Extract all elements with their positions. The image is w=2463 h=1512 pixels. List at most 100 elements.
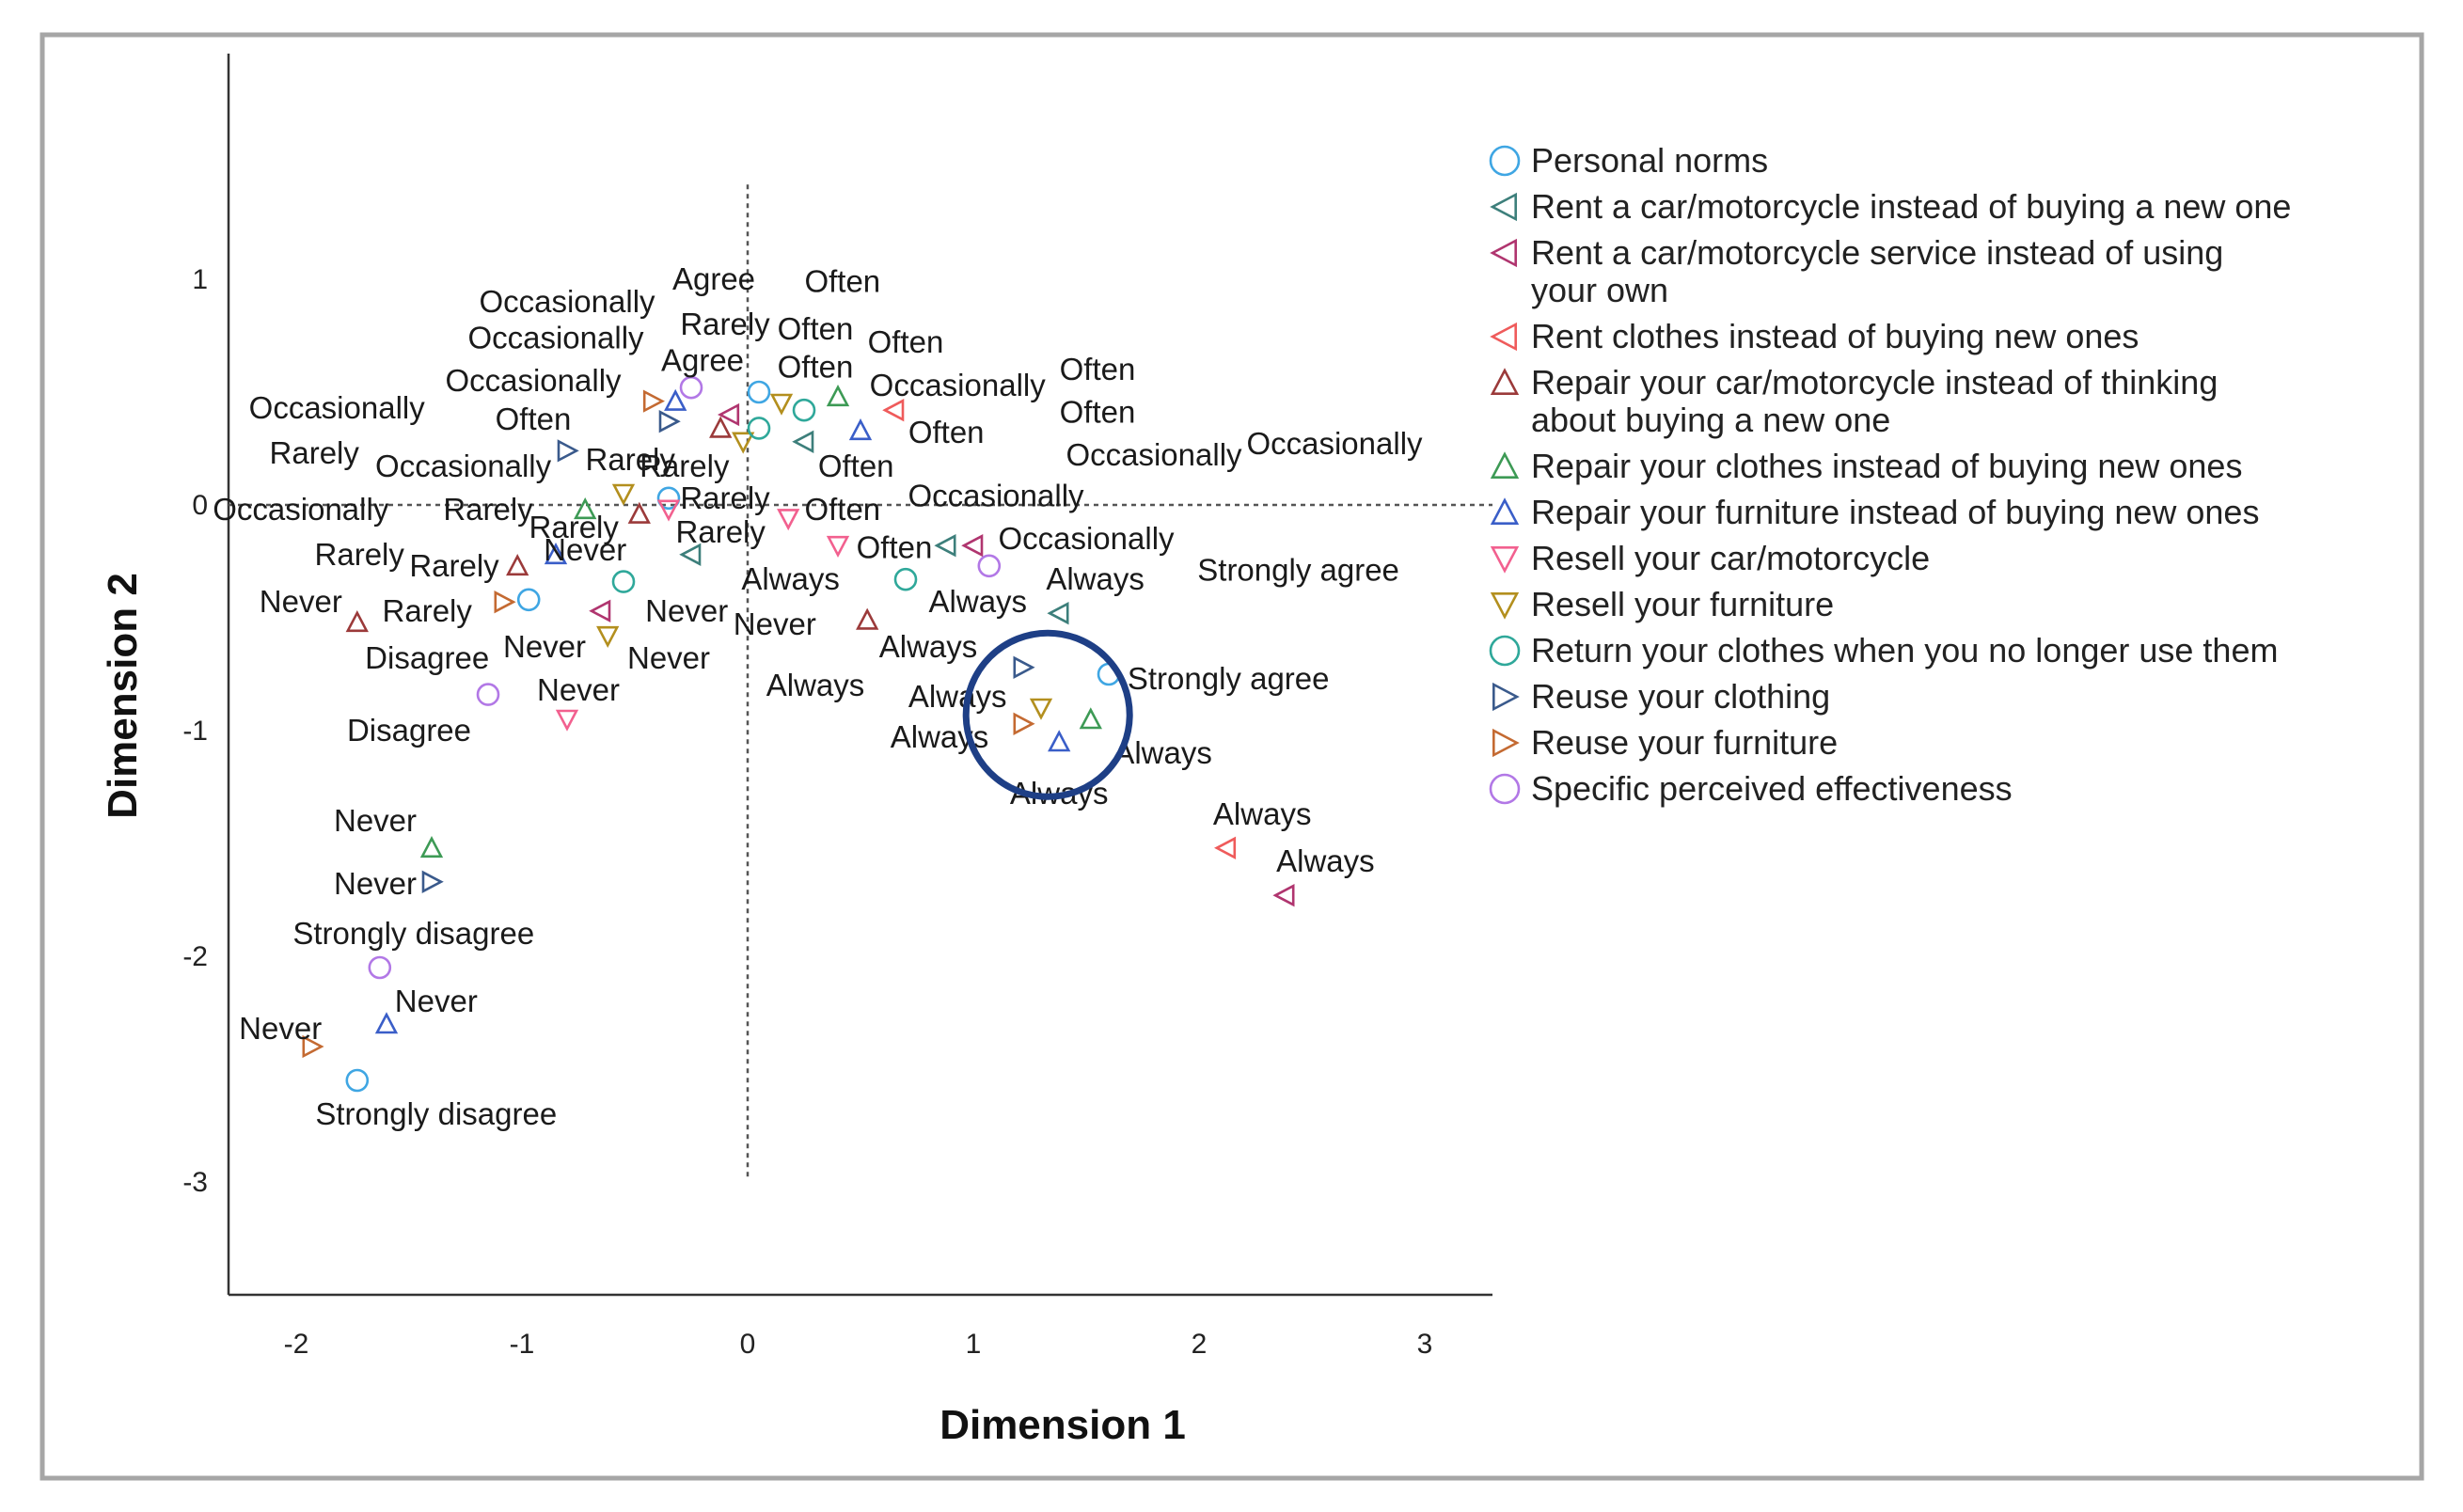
point-label: Occasionally: [870, 368, 1047, 402]
point-label: Always: [766, 668, 865, 702]
legend-marker: [1489, 145, 1521, 177]
data-point: [747, 417, 771, 440]
data-point: [611, 483, 636, 506]
figure-frame: [39, 32, 2424, 1481]
data-point: [1029, 698, 1053, 720]
data-point: [856, 607, 879, 630]
y-tick-label: -1: [182, 716, 208, 747]
plot-area: -2 -1 0 1 2 3 1 0 -1 -2 -3 Agree Often Occasionally Ra…: [182, 54, 1492, 1360]
x-tick-label: -1: [510, 1329, 535, 1360]
point-label: Occasionally: [998, 521, 1175, 556]
point-label: Rarely: [680, 307, 770, 341]
point-label: Occasionally: [249, 390, 426, 425]
point-label: Occasionally: [445, 363, 622, 398]
data-point: [792, 398, 816, 422]
point-label: Occasionally: [908, 478, 1084, 512]
point-label: Agree: [661, 342, 744, 377]
data-point: [516, 588, 541, 612]
point-label: Never: [503, 629, 586, 664]
point-label: Occasionally: [375, 449, 552, 483]
point-label: Often: [804, 263, 880, 298]
point-label: Rarely: [270, 435, 360, 470]
point-label: Never: [645, 593, 728, 628]
data-point: [656, 486, 681, 511]
data-point: [476, 683, 500, 706]
legend: Personal norms Rent a car/motorcycle inst…: [1489, 141, 2291, 808]
point-label: Never: [627, 640, 710, 675]
legend-label: Rent clothes instead of buying new ones: [1531, 317, 2139, 355]
legend-label: Personal norms: [1531, 141, 1768, 180]
data-point: [555, 709, 579, 732]
data-point: [1013, 655, 1035, 679]
data-point: [1214, 836, 1237, 859]
point-label: Often: [868, 324, 944, 359]
data-point: [1272, 884, 1295, 907]
point-label: Strongly agree: [1128, 661, 1330, 696]
x-tick-label: 0: [740, 1329, 756, 1360]
point-label: Rarely: [443, 492, 533, 527]
legend-marker: [1490, 238, 1517, 268]
legend-label: Rent a car/motorcycle service instead of…: [1531, 233, 2223, 272]
data-point: [747, 380, 771, 404]
data-point: [506, 554, 529, 576]
point-label: Rarely: [676, 514, 766, 549]
data-point: [544, 543, 568, 565]
legend-marker: [1490, 545, 1520, 574]
legend-label: Rent a car/motorcycle instead of buying …: [1531, 187, 2291, 226]
point-label: Strongly disagree: [292, 916, 534, 951]
data-point: [718, 402, 740, 427]
legend-marker: [1490, 192, 1517, 222]
legend-marker: [1490, 591, 1520, 620]
point-label: Agree: [672, 261, 755, 296]
data-point: [961, 534, 984, 558]
legend-label: Resell your furniture: [1531, 585, 1834, 623]
legend-label: Repair your car/motorcycle instead of th…: [1531, 363, 2218, 402]
data-point: [368, 955, 392, 980]
point-label: Often: [1060, 395, 1136, 430]
data-point: [664, 388, 687, 411]
point-label: Never: [260, 584, 342, 619]
y-tick-label: 1: [192, 264, 208, 295]
point-label: Disagree: [365, 640, 489, 675]
point-label: Always: [879, 629, 978, 664]
legend-label: Reuse your clothing: [1531, 677, 1830, 716]
legend-label: Resell your car/motorcycle: [1531, 539, 1930, 577]
data-point: [826, 535, 850, 558]
point-label: Always: [929, 584, 1028, 619]
data-point: [611, 570, 636, 593]
data-point: [374, 1012, 399, 1034]
data-point: [1013, 712, 1035, 735]
point-label: Occasionally: [213, 492, 389, 527]
data-point: [494, 591, 516, 614]
point-label: Often: [857, 530, 933, 565]
y-tick-label: -2: [182, 941, 208, 972]
y-tick-label: -3: [182, 1167, 208, 1198]
data-point: [1047, 602, 1069, 625]
data-point: [589, 599, 611, 622]
point-label: Occasionally: [479, 284, 655, 319]
data-point: [934, 534, 956, 558]
point-label: Rarely: [315, 537, 405, 572]
point-label: Never: [537, 672, 620, 707]
y-tick-label: 0: [192, 490, 208, 521]
data-point: [421, 870, 444, 893]
data-point: [574, 497, 597, 520]
point-label: Never: [395, 984, 478, 1018]
point-label: Rarely: [529, 510, 620, 544]
data-point: [679, 375, 703, 400]
legend-label: Repair your clothes instead of buying ne…: [1531, 447, 2242, 485]
data-point: [419, 836, 444, 858]
point-label: Occasionally: [467, 320, 644, 354]
data-point: [769, 393, 794, 416]
point-label: Strongly agree: [1197, 553, 1399, 588]
legend-marker: [1492, 728, 1520, 758]
data-point: [557, 439, 579, 463]
point-label: Often: [804, 492, 880, 527]
legend-marker: [1490, 497, 1520, 526]
legend-label: Reuse your furniture: [1531, 723, 1838, 762]
point-label: Often: [818, 449, 894, 483]
point-label: Rarely: [383, 593, 473, 628]
data-point: [792, 430, 814, 453]
point-label: Always: [1113, 735, 1212, 770]
point-label: Rarely: [639, 449, 730, 483]
